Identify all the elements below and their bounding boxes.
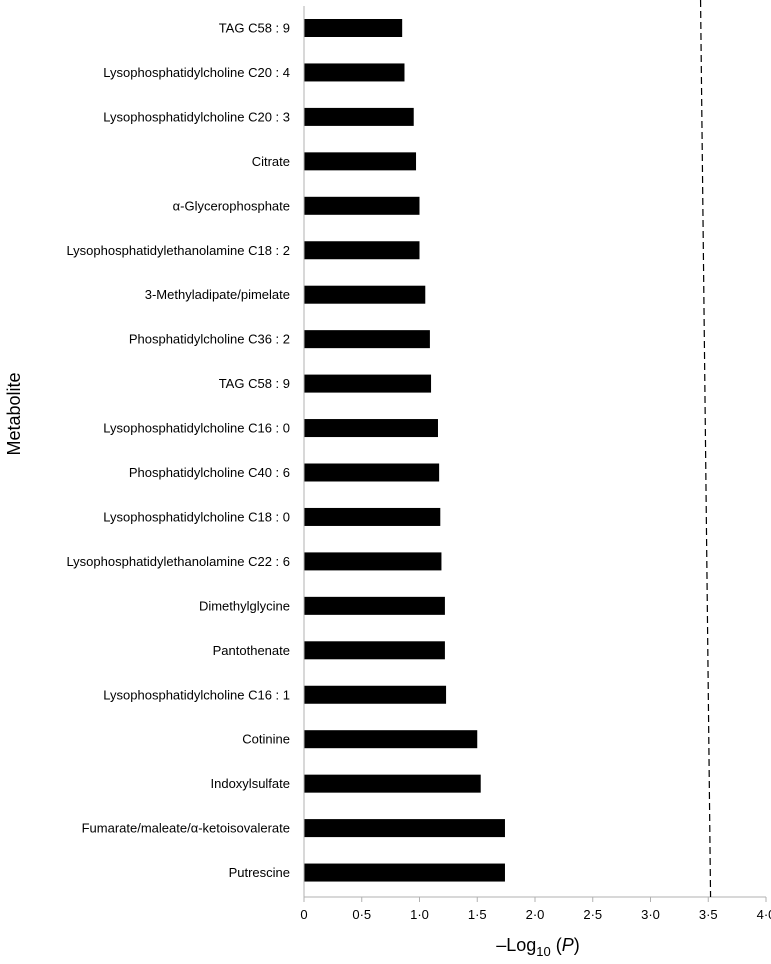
bar xyxy=(304,107,414,126)
category-label: Pantothenate xyxy=(213,643,290,658)
category-label: Lysophosphatidylcholine C16 : 1 xyxy=(103,687,290,702)
bar xyxy=(304,241,420,260)
category-label: Lysophosphatidylethanolamine C22 : 6 xyxy=(66,554,290,569)
x-tick-label: 3·0 xyxy=(641,907,660,922)
category-label: Citrate xyxy=(252,154,290,169)
bar xyxy=(304,63,405,82)
x-axis-title-p-symbol: P xyxy=(562,935,574,955)
x-axis-title-main: –Log xyxy=(496,935,536,955)
x-tick-label: 0·5 xyxy=(352,907,371,922)
significance-threshold-line xyxy=(699,0,712,898)
category-label: Cotinine xyxy=(242,732,290,747)
bar xyxy=(304,285,426,304)
category-labels: TAG C58 : 9 Lysophosphatidylcholine C20 :… xyxy=(66,21,290,881)
x-axis-title-close-paren: ) xyxy=(574,935,580,955)
x-tick-label: 3·5 xyxy=(699,907,718,922)
bar xyxy=(304,419,438,438)
x-tick-label: 1·0 xyxy=(410,907,429,922)
category-label: Lysophosphatidylcholine C20 : 4 xyxy=(103,65,290,80)
bar xyxy=(304,152,417,171)
category-label: Putrescine xyxy=(229,865,290,880)
category-label: TAG C58 : 9 xyxy=(219,21,290,36)
category-label: Lysophosphatidylcholine C18 : 0 xyxy=(103,509,290,524)
bars xyxy=(304,19,505,882)
category-label: Lysophosphatidylethanolamine C18 : 2 xyxy=(66,243,290,258)
bar xyxy=(304,596,445,615)
bar xyxy=(304,463,440,482)
category-label: 3-Methyladipate/pimelate xyxy=(145,287,290,302)
x-tick-label: 2·0 xyxy=(526,907,545,922)
category-label: Indoxylsulfate xyxy=(211,776,291,791)
x-axis-title: –Log10 (P) xyxy=(496,935,580,959)
bar xyxy=(304,374,432,393)
bar xyxy=(304,552,442,571)
bar xyxy=(304,641,445,660)
category-label: Dimethylglycine xyxy=(199,598,290,613)
x-tick-label: 4·0 xyxy=(757,907,771,922)
x-tick-label: 2·5 xyxy=(583,907,602,922)
bar xyxy=(304,196,420,215)
x-axis-title-tail: ( xyxy=(551,935,562,955)
category-label: Lysophosphatidylcholine C16 : 0 xyxy=(103,421,290,436)
bar xyxy=(304,819,505,838)
x-tick-label: 1·5 xyxy=(468,907,487,922)
category-label: TAG C58 : 9 xyxy=(219,376,290,391)
y-axis-title: Metabolite xyxy=(4,372,24,455)
bar xyxy=(304,863,505,882)
x-axis-ticks: 0 0·5 1·0 1·5 2·0 2·5 3·0 3·5 4·0 xyxy=(300,897,771,922)
bar xyxy=(304,507,441,526)
category-label: Phosphatidylcholine C36 : 2 xyxy=(129,332,290,347)
x-tick-label: 0 xyxy=(300,907,307,922)
category-label: Fumarate/maleate/α-ketoisovalerate xyxy=(82,821,290,836)
bar xyxy=(304,774,481,793)
category-label: Lysophosphatidylcholine C20 : 3 xyxy=(103,109,290,124)
x-axis-title-subscript: 10 xyxy=(536,944,550,959)
category-label: Phosphatidylcholine C40 : 6 xyxy=(129,465,290,480)
bar xyxy=(304,330,430,349)
bar xyxy=(304,685,447,704)
bar xyxy=(304,19,403,37)
bar xyxy=(304,730,478,749)
category-label: α-Glycerophosphate xyxy=(173,198,290,213)
